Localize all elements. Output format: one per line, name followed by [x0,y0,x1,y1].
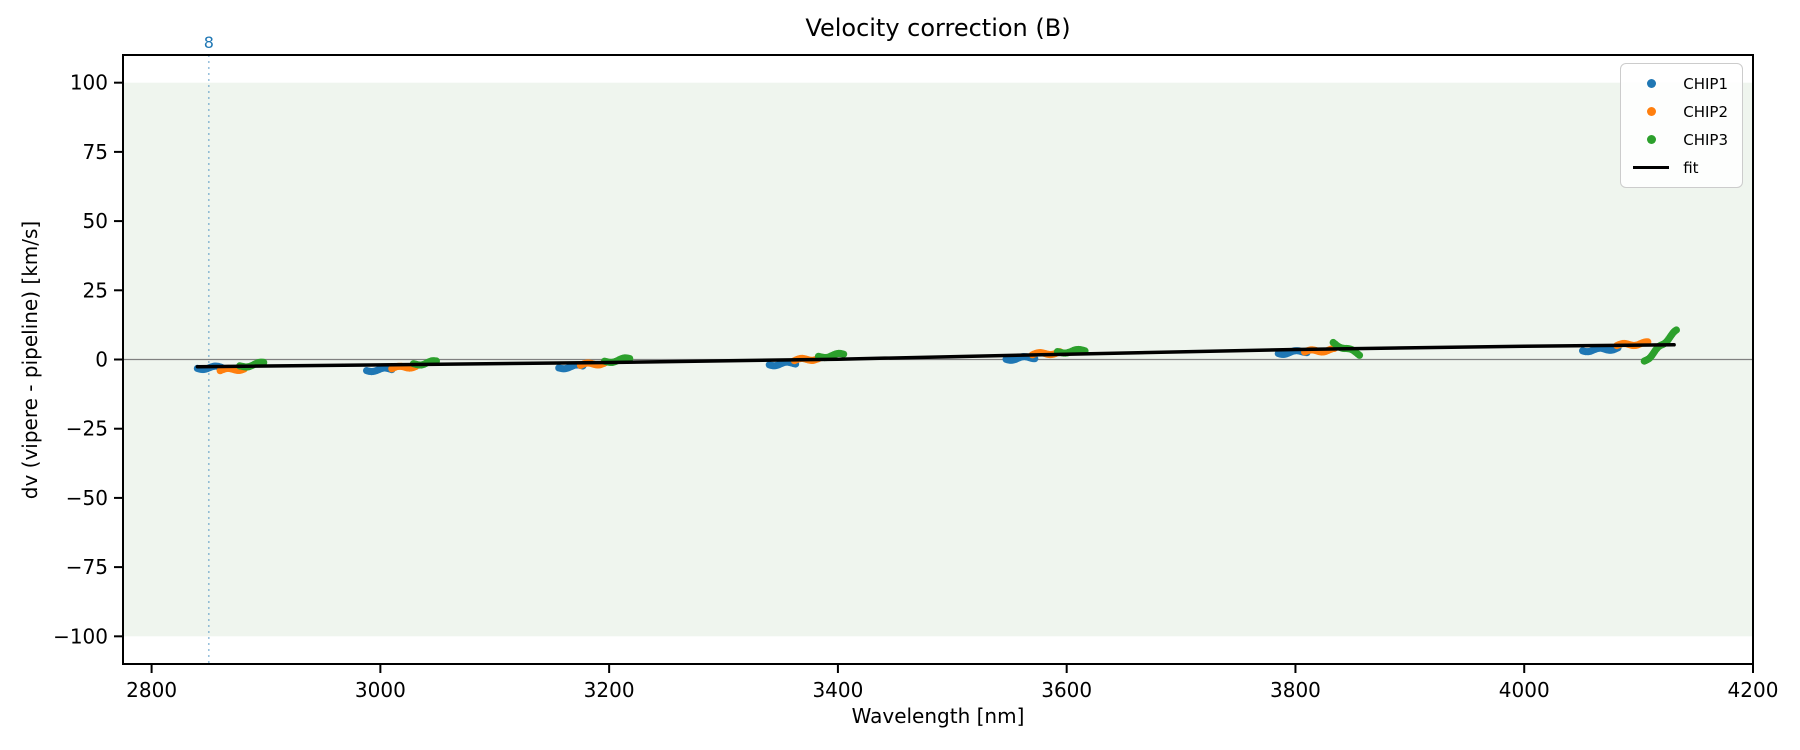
legend-line-icon [1633,166,1670,169]
legend-dot-icon [1646,79,1656,88]
legend-label: fit [1683,158,1699,177]
fit-line [195,343,1676,369]
x-axis-label: Wavelength [nm] [851,704,1025,728]
x-tick-label: 3400 [812,678,863,702]
y-tick-label: 50 [83,209,108,233]
x-tick-label: 2800 [126,678,177,702]
y-tick-label: −75 [66,555,108,579]
y-tick-label: −25 [66,417,108,441]
legend-marker-CHIP3 [1633,135,1669,144]
y-tick-label: −100 [53,624,108,648]
legend-item-CHIP1: CHIP1 [1633,73,1728,94]
x-tick-label: 3600 [1041,678,1092,702]
data-point-CHIP3 [626,355,634,363]
legend-item-CHIP2: CHIP2 [1633,101,1728,122]
legend-marker-fit [1633,166,1670,169]
x-tick-label: 3800 [1270,678,1321,702]
x-tick-label: 3000 [355,678,406,702]
x-tick-label: 3200 [584,678,635,702]
legend-marker-CHIP1 [1633,79,1669,88]
y-tick-label: 100 [70,71,108,95]
y-tick-label: −50 [66,486,108,510]
legend-marker-CHIP2 [1633,107,1669,116]
data-point-CHIP3 [1355,351,1364,359]
legend-item-CHIP3: CHIP3 [1633,129,1728,150]
data-point-CHIP3 [840,350,848,358]
chart-title: Velocity correction (B) [805,14,1071,42]
y-tick-label: 75 [83,140,108,164]
legend-label: CHIP2 [1683,102,1728,121]
order-label: 8 [204,33,214,52]
x-tick-label: 4000 [1499,678,1550,702]
y-tick-label: 25 [83,278,108,302]
data-point-CHIP3 [1672,326,1680,334]
plot-border [122,54,1754,665]
y-tick-label: 0 [95,348,108,372]
legend: CHIP1 CHIP2 CHIP3 fit [1620,63,1743,188]
data-point-CHIP3 [260,358,268,366]
legend-label: CHIP3 [1683,130,1728,149]
x-tick-label: 4200 [1728,678,1779,702]
legend-dot-icon [1646,135,1656,144]
legend-item-fit: fit [1633,157,1728,178]
legend-label: CHIP1 [1683,74,1728,93]
legend-dot-icon [1646,107,1656,116]
